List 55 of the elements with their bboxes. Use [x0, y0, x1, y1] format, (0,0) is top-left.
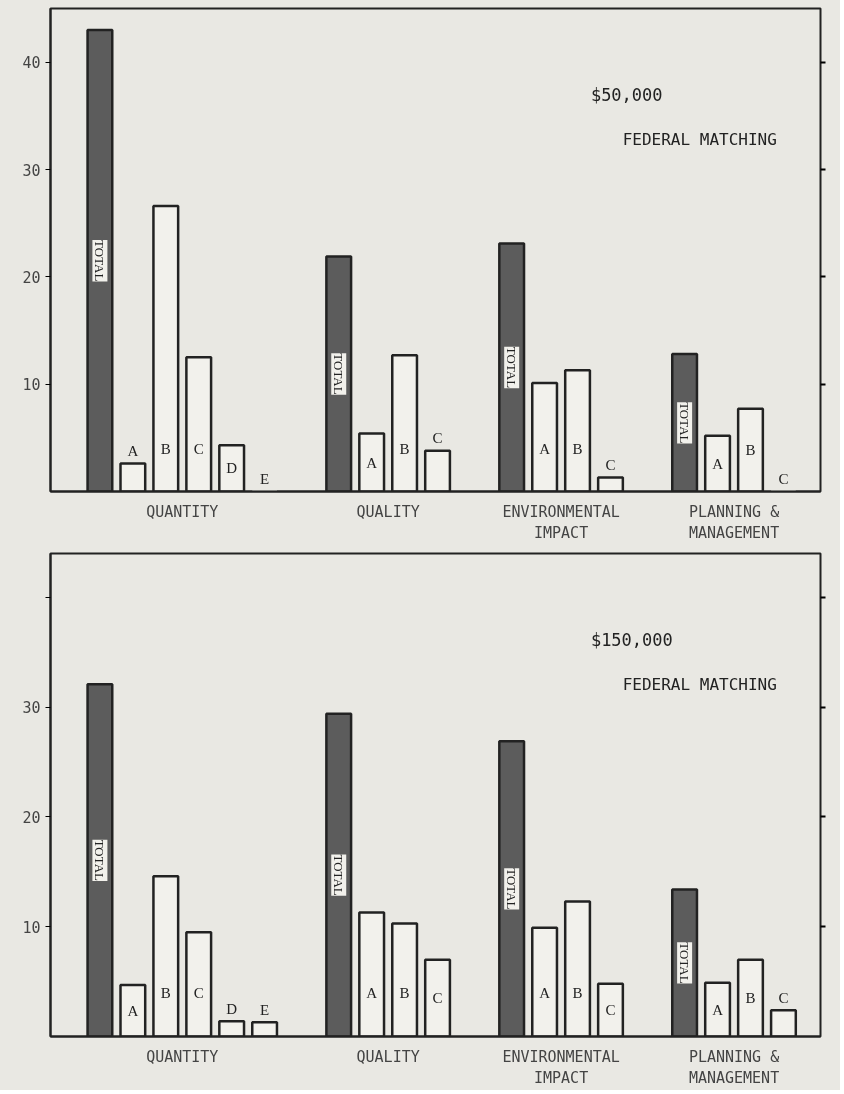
text: B — [745, 442, 756, 459]
text: B — [160, 440, 171, 457]
text: TOTAL — [504, 868, 520, 910]
series-label: A — [712, 1001, 724, 1018]
text: B — [745, 990, 756, 1007]
text: A — [127, 1002, 139, 1019]
text: A — [366, 984, 378, 1001]
text: TOTAL — [677, 942, 693, 984]
text: B — [399, 440, 410, 457]
series-label: E — [260, 471, 270, 488]
y-tick-label: 20 — [22, 268, 41, 287]
x-tick-label: QUALITY — [356, 1047, 420, 1066]
text: A — [539, 984, 551, 1001]
text: C — [778, 471, 789, 488]
x-tick-label: QUALITY — [356, 502, 420, 521]
series-label: A — [127, 443, 139, 460]
text: B — [399, 984, 410, 1001]
text: C — [193, 984, 204, 1001]
text: $50,000 — [590, 85, 663, 106]
series-label: D — [226, 460, 238, 477]
text: C — [605, 457, 616, 474]
y-tick-label: 10 — [22, 918, 41, 937]
y-tick-label: 10 — [22, 376, 41, 395]
text: C — [432, 990, 443, 1007]
y-tick-label: 30 — [22, 161, 41, 180]
x-tick-label: ENVIRONMENTAL IMPACT — [502, 1047, 620, 1088]
text: FEDERAL MATCHING — [622, 129, 777, 149]
series-label: E — [260, 1001, 270, 1018]
text: TOTAL — [92, 839, 108, 881]
text: A — [712, 455, 723, 472]
series-label: C — [432, 430, 443, 447]
y-tick-label: 30 — [22, 699, 41, 718]
series-label: C — [778, 989, 789, 1006]
text: TOTAL — [504, 346, 520, 389]
text: A — [366, 454, 378, 471]
series-label: TOTAL — [331, 854, 347, 896]
text: B — [160, 984, 171, 1001]
series-label: D — [226, 1000, 238, 1017]
text: A — [539, 440, 551, 457]
text: TOTAL — [677, 402, 693, 444]
series-label: B — [572, 440, 583, 457]
text: C — [605, 1002, 616, 1019]
series-label: B — [572, 984, 583, 1001]
text: C — [193, 440, 204, 457]
text: TOTAL — [92, 240, 108, 282]
y-tick-label: 20 — [22, 808, 41, 827]
series-label: TOTAL — [331, 353, 347, 395]
x-tick-label: QUANTITY — [146, 502, 219, 521]
text: $150,000 — [590, 630, 673, 651]
x-tick-label: PLANNING & MANAGEMENT — [688, 1047, 780, 1088]
y-tick-label: 40 — [22, 54, 41, 73]
x-tick-label: ENVIRONMENTAL IMPACT — [502, 502, 620, 543]
x-tick-label: QUANTITY — [146, 1047, 219, 1066]
text: FEDERAL MATCHING — [622, 674, 777, 694]
x-tick-label: PLANNING & MANAGEMENT — [688, 502, 780, 543]
